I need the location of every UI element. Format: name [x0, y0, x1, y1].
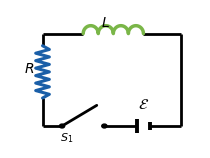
Circle shape	[59, 124, 65, 128]
Circle shape	[102, 124, 107, 128]
Text: $\mathcal{E}$: $\mathcal{E}$	[138, 97, 149, 112]
Text: $R$: $R$	[24, 62, 34, 76]
Text: $S_1$: $S_1$	[60, 131, 74, 145]
Text: $L$: $L$	[101, 16, 110, 30]
